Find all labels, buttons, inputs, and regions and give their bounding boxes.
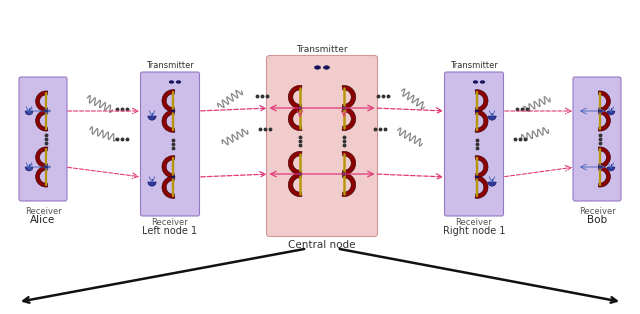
- Text: Receiver: Receiver: [24, 207, 61, 216]
- Wedge shape: [607, 111, 615, 115]
- Wedge shape: [36, 166, 48, 187]
- Text: Transmitter: Transmitter: [450, 61, 498, 70]
- Wedge shape: [148, 182, 156, 186]
- Wedge shape: [288, 85, 302, 109]
- Text: Receiver: Receiver: [456, 218, 492, 227]
- Wedge shape: [25, 111, 33, 115]
- Wedge shape: [162, 176, 175, 198]
- Ellipse shape: [476, 110, 479, 112]
- Text: Right node 1: Right node 1: [443, 226, 505, 236]
- Ellipse shape: [44, 166, 47, 168]
- Wedge shape: [488, 116, 496, 120]
- Wedge shape: [162, 156, 175, 178]
- Wedge shape: [288, 151, 302, 175]
- Ellipse shape: [598, 110, 602, 112]
- Ellipse shape: [176, 81, 181, 84]
- Ellipse shape: [44, 110, 47, 112]
- Wedge shape: [342, 151, 356, 175]
- Ellipse shape: [298, 173, 302, 175]
- Text: Receiver: Receiver: [579, 207, 616, 216]
- FancyBboxPatch shape: [573, 77, 621, 201]
- Text: Transmitter: Transmitter: [146, 61, 194, 70]
- Wedge shape: [162, 110, 175, 132]
- FancyBboxPatch shape: [141, 72, 200, 216]
- Text: Left node 1: Left node 1: [143, 226, 198, 236]
- FancyBboxPatch shape: [266, 56, 378, 236]
- Wedge shape: [36, 110, 48, 131]
- Wedge shape: [607, 167, 615, 171]
- FancyBboxPatch shape: [19, 77, 67, 201]
- Ellipse shape: [314, 66, 321, 69]
- Wedge shape: [342, 173, 356, 197]
- Wedge shape: [488, 182, 496, 186]
- Ellipse shape: [298, 107, 302, 109]
- Ellipse shape: [476, 176, 479, 178]
- Text: Receiver: Receiver: [152, 218, 188, 227]
- Wedge shape: [598, 147, 611, 168]
- Ellipse shape: [342, 173, 346, 175]
- Ellipse shape: [480, 81, 485, 84]
- Wedge shape: [36, 147, 48, 168]
- Wedge shape: [162, 90, 175, 112]
- Ellipse shape: [598, 166, 602, 168]
- Wedge shape: [598, 166, 611, 187]
- Wedge shape: [342, 85, 356, 109]
- Wedge shape: [475, 110, 488, 132]
- Wedge shape: [475, 176, 488, 198]
- Ellipse shape: [169, 81, 174, 84]
- Text: Central node: Central node: [288, 240, 356, 250]
- Wedge shape: [598, 91, 611, 112]
- Wedge shape: [36, 91, 48, 112]
- Wedge shape: [475, 90, 488, 112]
- Wedge shape: [475, 156, 488, 178]
- Text: Transmitter: Transmitter: [296, 45, 348, 53]
- Wedge shape: [288, 107, 302, 131]
- Ellipse shape: [172, 110, 175, 112]
- Text: Alice: Alice: [30, 215, 56, 225]
- Wedge shape: [148, 116, 156, 120]
- Ellipse shape: [323, 66, 330, 69]
- Text: Bob: Bob: [587, 215, 607, 225]
- Wedge shape: [288, 173, 302, 197]
- Ellipse shape: [172, 176, 175, 178]
- Wedge shape: [598, 110, 611, 131]
- Wedge shape: [25, 167, 33, 171]
- Wedge shape: [342, 107, 356, 131]
- Ellipse shape: [342, 107, 346, 109]
- FancyBboxPatch shape: [445, 72, 504, 216]
- Ellipse shape: [473, 81, 478, 84]
